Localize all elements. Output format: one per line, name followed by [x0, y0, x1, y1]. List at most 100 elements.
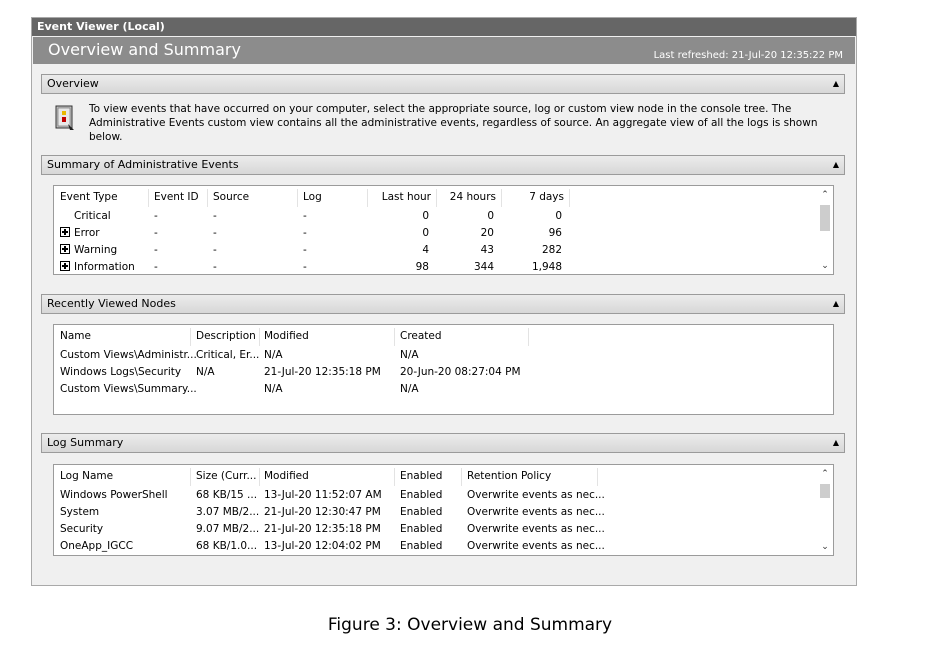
column-header-modified[interactable]: Modified [264, 330, 309, 342]
overview-section-header[interactable]: Overview ▲ [41, 74, 845, 94]
scrollbar-thumb[interactable] [820, 484, 830, 498]
overview-section-label: Overview [47, 77, 99, 90]
window-title: Event Viewer (Local) [32, 18, 856, 36]
log-retention-cell: Overwrite events as nec... [467, 489, 605, 501]
log-retention-cell: Overwrite events as nec... [467, 540, 605, 552]
node-name-cell: Custom Views\Summary... [60, 383, 197, 395]
event-type-cell: Error [60, 227, 100, 239]
recent-nodes-table: Name Description Modified Created Custom… [53, 324, 834, 415]
column-header-log-name[interactable]: Log Name [60, 470, 114, 482]
collapse-arrow-icon[interactable]: ▲ [832, 438, 839, 447]
log-size-cell: 68 KB/15 ... [196, 489, 258, 501]
column-header-log[interactable]: Log [303, 191, 322, 203]
log-cell: - [303, 244, 307, 256]
admin-events-section-header[interactable]: Summary of Administrative Events ▲ [41, 155, 845, 175]
source-cell: - [213, 210, 217, 222]
event-type-label: Information [74, 261, 135, 273]
page-title: Overview and Summary [48, 40, 241, 59]
chevron-down-icon[interactable]: ⌄ [821, 542, 829, 552]
chevron-up-icon[interactable]: ⌃ [821, 469, 829, 479]
log-enabled-cell: Enabled [400, 489, 443, 501]
event-type-cell: Information [60, 261, 135, 273]
log-modified-cell: 13-Jul-20 12:04:02 PM [264, 540, 381, 552]
event-id-cell: - [154, 227, 158, 239]
log-name-cell: System [60, 506, 100, 518]
event-id-cell: - [154, 261, 158, 273]
log-size-cell: 68 KB/1.0... [196, 540, 258, 552]
node-created-cell: N/A [400, 349, 419, 361]
7-days-cell: 0 [555, 210, 562, 222]
admin-events-section-label: Summary of Administrative Events [47, 158, 239, 171]
log-cell: - [303, 227, 307, 239]
column-header-retention-policy[interactable]: Retention Policy [467, 470, 552, 482]
column-header-last-hour[interactable]: Last hour [381, 191, 431, 203]
plus-box-icon[interactable] [60, 227, 70, 237]
log-cell: - [303, 261, 307, 273]
log-name-cell: Security [60, 523, 104, 535]
log-size-cell: 3.07 MB/2... [196, 506, 260, 518]
column-header-modified[interactable]: Modified [264, 470, 309, 482]
log-summary-scrollbar[interactable]: ⌃ ⌄ [818, 466, 832, 554]
last-hour-cell: 0 [422, 210, 429, 222]
log-retention-cell: Overwrite events as nec... [467, 506, 605, 518]
column-header-7-days[interactable]: 7 days [529, 191, 564, 203]
source-cell: - [213, 244, 217, 256]
log-name-cell: OneApp_IGCC [60, 540, 134, 552]
log-enabled-cell: Enabled [400, 540, 443, 552]
chevron-up-icon[interactable]: ⌃ [821, 190, 829, 200]
chevron-down-icon[interactable]: ⌄ [821, 261, 829, 271]
overview-body: To view events that have occurred on you… [41, 96, 845, 143]
column-header-24-hours[interactable]: 24 hours [449, 191, 496, 203]
node-created-cell: 20-Jun-20 08:27:04 PM [400, 366, 521, 378]
node-description-cell: N/A [196, 366, 215, 378]
event-type-label: Warning [74, 244, 118, 256]
7-days-cell: 96 [548, 227, 562, 239]
log-size-cell: 9.07 MB/2... [196, 523, 260, 535]
admin-events-scrollbar[interactable]: ⌃ ⌄ [818, 187, 832, 273]
plus-box-icon[interactable] [60, 244, 70, 254]
column-header-event-type[interactable]: Event Type [60, 191, 118, 203]
source-cell: - [213, 261, 217, 273]
log-summary-section-header[interactable]: Log Summary ▲ [41, 433, 845, 453]
7-days-cell: 1,948 [531, 261, 562, 273]
recent-nodes-section-label: Recently Viewed Nodes [47, 297, 176, 310]
plus-box-icon[interactable] [60, 261, 70, 271]
log-cell: - [303, 210, 307, 222]
column-header-event-id[interactable]: Event ID [154, 191, 199, 203]
24-hours-cell: 20 [480, 227, 494, 239]
column-header-size[interactable]: Size (Curr... [196, 470, 257, 482]
column-header-description[interactable]: Description [196, 330, 256, 342]
24-hours-cell: 0 [487, 210, 494, 222]
column-header-created[interactable]: Created [400, 330, 442, 342]
column-header-name[interactable]: Name [60, 330, 91, 342]
event-type-label: Error [74, 227, 100, 239]
recent-nodes-section-header[interactable]: Recently Viewed Nodes ▲ [41, 294, 845, 314]
collapse-arrow-icon[interactable]: ▲ [832, 299, 839, 308]
log-enabled-cell: Enabled [400, 506, 443, 518]
page-header: Overview and Summary Last refreshed: 21-… [33, 37, 855, 64]
column-header-enabled[interactable]: Enabled [400, 470, 443, 482]
log-name-cell: Windows PowerShell [60, 489, 168, 501]
collapse-arrow-icon[interactable]: ▲ [832, 79, 839, 88]
admin-events-table: Event Type Event ID Source Log Last hour… [53, 185, 834, 275]
7-days-cell: 282 [541, 244, 562, 256]
column-header-source[interactable]: Source [213, 191, 250, 203]
node-modified-cell: N/A [264, 349, 283, 361]
log-enabled-cell: Enabled [400, 523, 443, 535]
node-description-cell: Critical, Er... [196, 349, 260, 361]
event-id-cell: - [154, 244, 158, 256]
node-name-cell: Windows Logs\Security [60, 366, 182, 378]
24-hours-cell: 344 [473, 261, 494, 273]
last-refreshed-label: Last refreshed: 21-Jul-20 12:35:22 PM [653, 50, 843, 61]
overview-description: To view events that have occurred on you… [89, 103, 818, 143]
node-modified-cell: 21-Jul-20 12:35:18 PM [264, 366, 381, 378]
collapse-arrow-icon[interactable]: ▲ [832, 160, 839, 169]
scrollbar-thumb[interactable] [820, 205, 830, 231]
24-hours-cell: 43 [480, 244, 494, 256]
last-hour-cell: 0 [422, 227, 429, 239]
source-cell: - [213, 227, 217, 239]
log-retention-cell: Overwrite events as nec... [467, 523, 605, 535]
node-created-cell: N/A [400, 383, 419, 395]
last-hour-cell: 98 [415, 261, 429, 273]
log-summary-section-label: Log Summary [47, 436, 124, 449]
